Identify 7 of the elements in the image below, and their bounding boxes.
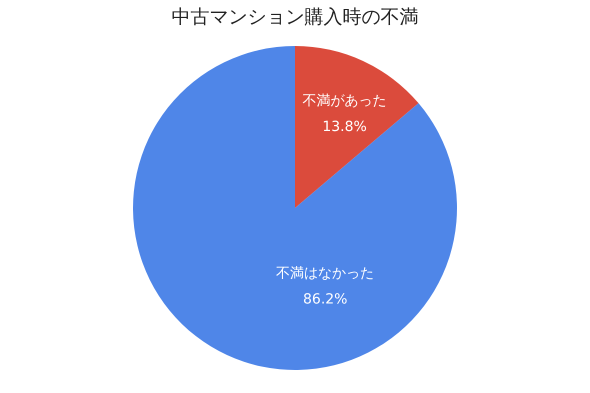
data-label: 86.2% [303,291,348,308]
chart-title: 中古マンション購入時の不満 [172,6,418,28]
pie-slice [133,46,457,370]
data-label: 13.8% [322,118,367,135]
slice-label: 不満はなかった [276,265,374,282]
slice-label: 不満があった [302,92,387,109]
pie-slice [295,46,419,208]
